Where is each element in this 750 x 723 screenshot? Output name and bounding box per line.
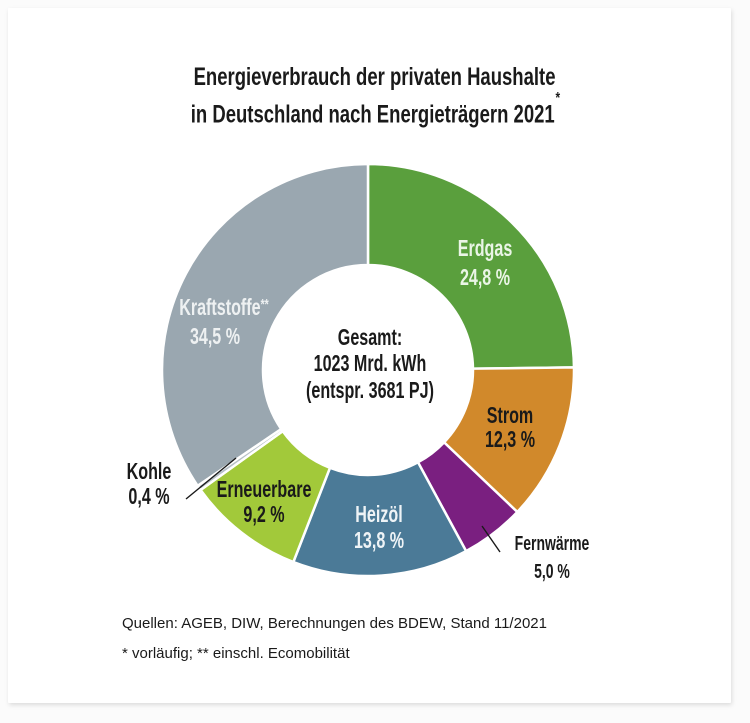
svg-text:12,3 %: 12,3 % — [485, 427, 535, 452]
svg-text:Fernwärme: Fernwärme — [515, 531, 590, 554]
svg-text:Kohle: Kohle — [127, 459, 172, 484]
svg-text:9,2 %: 9,2 % — [243, 502, 284, 527]
svg-text:Strom: Strom — [487, 403, 534, 428]
svg-text:13,8 %: 13,8 % — [354, 528, 404, 553]
svg-text:Kraftstoffe**: Kraftstoffe** — [179, 295, 269, 321]
svg-text:Gesamt:: Gesamt: — [338, 325, 402, 350]
svg-text:Erdgas: Erdgas — [458, 236, 513, 261]
svg-text:1023 Mrd. kWh: 1023 Mrd. kWh — [314, 351, 427, 376]
svg-text:5,0 %: 5,0 % — [534, 559, 570, 582]
svg-text:(entspr. 3681 PJ): (entspr. 3681 PJ) — [306, 378, 434, 403]
svg-text:24,8 %: 24,8 % — [460, 265, 510, 290]
svg-text:Heizöl: Heizöl — [355, 502, 402, 527]
svg-text:0,4 %: 0,4 % — [128, 484, 169, 509]
svg-text:34,5 %: 34,5 % — [190, 324, 240, 349]
svg-text:Erneuerbare: Erneuerbare — [217, 477, 312, 502]
